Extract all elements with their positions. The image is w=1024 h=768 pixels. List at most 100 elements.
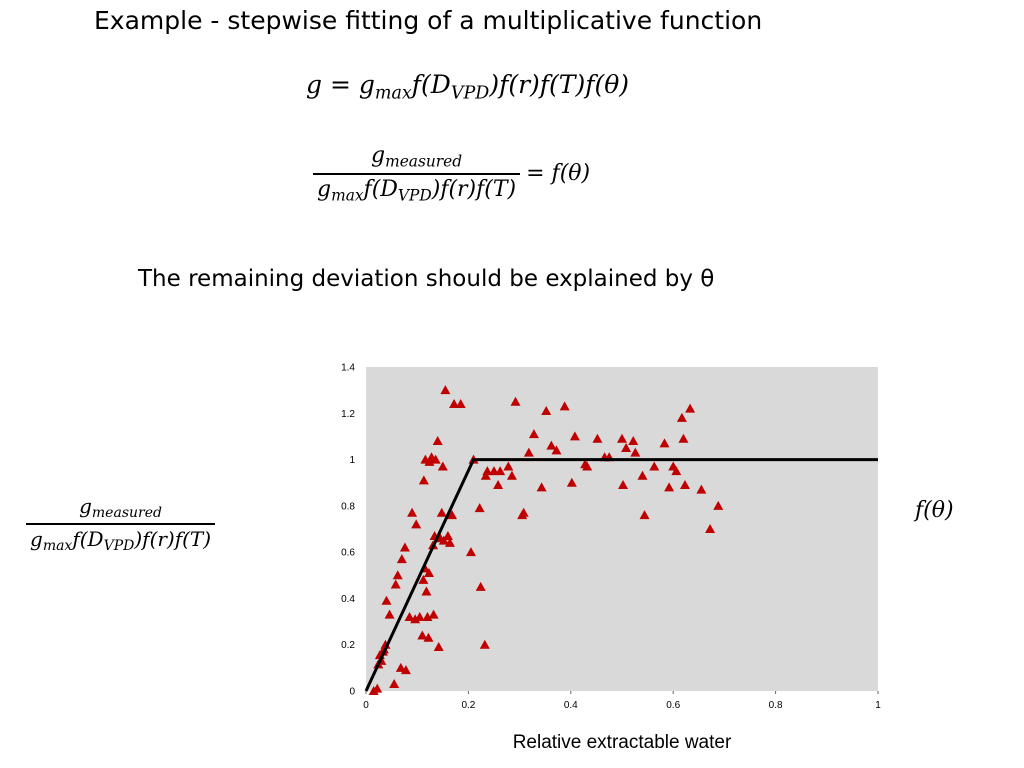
model-equation: g = gmaxf(DVPD)f(r)f(T)f(θ): [306, 70, 629, 103]
data-point: [618, 480, 629, 490]
remark-text: The remaining deviation should be explai…: [138, 266, 715, 292]
data-point: [523, 447, 534, 457]
data-point: [630, 447, 641, 457]
data-point: [696, 484, 707, 494]
den-rest: )f(r)f(T): [431, 176, 517, 202]
ylab-den-fD: f(D: [72, 527, 104, 552]
data-point: [465, 547, 476, 557]
data-point: [381, 595, 392, 605]
num-sub: measured: [385, 152, 463, 171]
x-tick-label: 0.2: [461, 700, 475, 711]
data-point: [407, 507, 418, 517]
x-tick-label: 0.4: [564, 700, 578, 711]
eq-gmax: g: [358, 70, 375, 99]
data-point: [442, 530, 453, 540]
data-point: [432, 436, 443, 446]
ylab-den-fD-sub: VPD: [103, 538, 135, 555]
y-tick-label: 0.6: [341, 548, 355, 559]
data-point: [437, 461, 448, 471]
data-point: [510, 396, 521, 406]
den-sub: max: [331, 186, 364, 205]
data-point: [438, 535, 449, 545]
data-point: [399, 542, 410, 552]
data-point: [384, 609, 395, 619]
data-point: [659, 438, 670, 448]
den-fD-sub: VPD: [397, 186, 432, 205]
ylab-num-sub: measured: [91, 505, 162, 522]
y-tick-label: 1.4: [341, 363, 355, 374]
data-point: [582, 461, 593, 471]
ratio-denominator: gmaxf(DVPD)f(r)f(T): [313, 172, 521, 205]
data-point: [559, 401, 570, 411]
data-point: [551, 445, 562, 455]
data-point: [424, 456, 435, 466]
data-point: [475, 581, 486, 591]
data-point: [411, 519, 422, 529]
data-point: [671, 466, 682, 476]
y-tick-label: 0: [349, 687, 355, 698]
data-point: [378, 644, 389, 654]
data-point: [679, 480, 690, 490]
y-label-numerator: gmeasured: [75, 494, 166, 523]
data-point: [617, 433, 627, 443]
y-label-denominator: gmaxf(DVPD)f(r)f(T): [26, 523, 216, 555]
data-point: [410, 614, 421, 624]
data-point: [685, 403, 696, 413]
den-fD: f(D: [363, 176, 398, 202]
data-point: [536, 482, 547, 492]
data-point: [479, 639, 490, 649]
ratio-rhs: = f(θ): [526, 161, 591, 187]
x-tick-label: 0: [363, 700, 369, 711]
x-tick-label: 1: [875, 700, 881, 711]
data-point: [436, 507, 447, 517]
data-point: [447, 510, 458, 520]
data-point: [422, 611, 433, 621]
data-point: [592, 433, 603, 443]
ylab-den-rest: )f(r)f(T): [134, 527, 212, 552]
data-point: [433, 642, 444, 652]
data-point: [389, 679, 400, 689]
data-point: [546, 440, 557, 450]
ylab-den-sub: max: [42, 538, 73, 555]
data-point: [418, 574, 429, 584]
y-label-fraction: gmeasured gmaxf(DVPD)f(r)f(T): [26, 494, 216, 555]
data-point: [518, 507, 529, 517]
data-point: [503, 461, 514, 471]
plot-area: [366, 367, 878, 691]
data-point: [404, 611, 415, 621]
num-g: g: [371, 143, 386, 168]
data-point: [676, 412, 687, 422]
data-point: [639, 510, 650, 520]
data-point: [713, 500, 724, 510]
data-point: [569, 431, 580, 441]
x-axis-title: Relative extractable water: [513, 732, 732, 753]
data-point: [423, 567, 434, 577]
data-point: [621, 443, 632, 452]
data-point: [444, 537, 455, 547]
y-axis-ticks: 0 0.2 0.4 0.6 0.8 1 1.2 1.4: [341, 363, 355, 698]
eq-fD: f(D: [411, 70, 451, 99]
data-point: [396, 554, 407, 564]
data-point: [482, 466, 493, 476]
data-point: [414, 611, 425, 621]
data-point: [417, 630, 428, 640]
data-points: [368, 385, 724, 695]
y-tick-label: 1.2: [341, 409, 355, 420]
data-point: [423, 632, 434, 642]
y-tick-label: 0.8: [341, 501, 355, 512]
data-point: [649, 461, 660, 471]
y-tick-label: 0.4: [341, 594, 355, 605]
data-point: [480, 470, 491, 480]
y-axis-label: gmeasured gmaxf(DVPD)f(r)f(T): [26, 494, 216, 555]
data-point: [506, 470, 517, 480]
eq-gmax-sub: max: [374, 83, 412, 104]
ylab-num-g: g: [79, 494, 92, 518]
data-point: [395, 662, 406, 672]
data-point: [541, 405, 552, 415]
ratio-equation: gmeasured gmaxf(DVPD)f(r)f(T) = f(θ): [313, 143, 590, 204]
data-point: [474, 503, 485, 513]
slide-title: Example - stepwise fitting of a multipli…: [94, 6, 763, 35]
data-point: [678, 433, 689, 443]
data-point: [566, 477, 577, 487]
